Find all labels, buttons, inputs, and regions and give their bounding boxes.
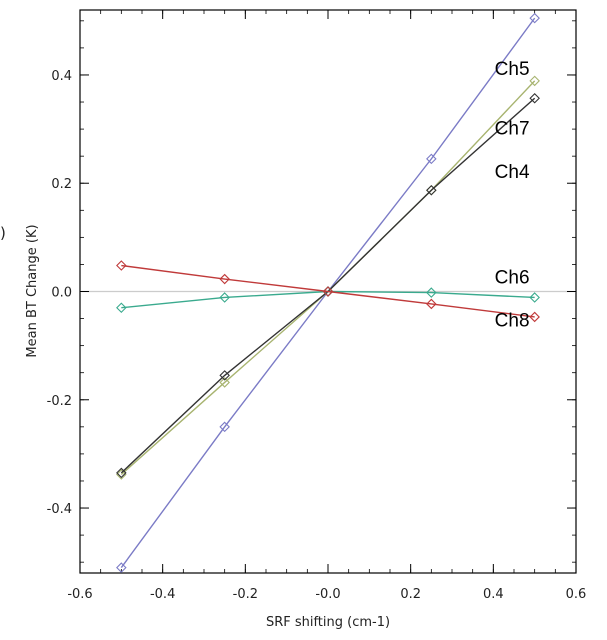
x-tick-label: 0.6 [566, 587, 587, 602]
data-point-ch8 [426, 298, 437, 310]
data-point-ch6 [219, 292, 230, 303]
y-tick-label: -0.4 [47, 502, 72, 517]
y-tick-label: 0.0 [51, 286, 72, 301]
x-axis-label: SRF shifting (cm-1) [266, 615, 390, 630]
series-line-ch8 [121, 264, 535, 318]
series-labels: Ch5 Ch7 Ch4 Ch6 Ch8 [495, 59, 530, 332]
data-point-ch4 [116, 467, 127, 479]
stray-mark: ) [0, 224, 6, 242]
data-point-ch4 [529, 92, 540, 104]
data-point-ch6 [426, 287, 437, 298]
data-point-ch7 [529, 75, 540, 87]
series-line-ch4 [120, 97, 536, 474]
series-label-ch8: Ch8 [495, 311, 530, 332]
x-tick-label: 0.4 [483, 587, 504, 602]
data-point-ch7 [219, 377, 230, 388]
data-point-ch6 [529, 292, 540, 303]
x-tick-label: -0.0 [315, 587, 340, 602]
data-point-ch7 [116, 469, 127, 480]
y-tick-label: -0.2 [47, 394, 72, 409]
data-point-ch6 [116, 302, 127, 314]
data-point-ch8 [322, 286, 334, 297]
x-tick-label: -0.6 [67, 587, 92, 602]
series-layer [116, 12, 540, 573]
y-tick-label: 0.4 [51, 69, 72, 84]
x-tick-label: -0.4 [150, 587, 175, 602]
y-axis-label: Mean BT Change (K) [25, 224, 40, 357]
data-point-ch5 [219, 421, 230, 433]
series-label-ch4: Ch4 [495, 162, 530, 183]
data-point-ch8 [116, 260, 127, 271]
series-label-ch5: Ch5 [495, 59, 530, 80]
data-point-ch5 [529, 12, 540, 24]
series-label-ch6: Ch6 [495, 267, 530, 288]
x-tick-label: 0.2 [400, 587, 421, 602]
series-label-ch7: Ch7 [495, 119, 530, 140]
series-line-ch6 [121, 290, 535, 309]
data-point-ch8 [219, 273, 230, 285]
x-tick-label: -0.2 [233, 587, 258, 602]
series-line-ch5 [120, 17, 536, 569]
data-point-ch8 [529, 311, 540, 323]
data-point-ch5 [426, 153, 437, 165]
axis-ticks: -0.6 -0.4 -0.2 -0.0 0.2 0.4 0.6 -0.4 -0.2 0.0 0.2 0… [47, 10, 587, 602]
data-point-ch5 [116, 562, 127, 573]
series-line-ch7 [120, 80, 536, 475]
y-tick-label: 0.2 [51, 177, 72, 192]
data-point-ch4 [426, 184, 437, 196]
data-point-ch4 [219, 370, 230, 381]
